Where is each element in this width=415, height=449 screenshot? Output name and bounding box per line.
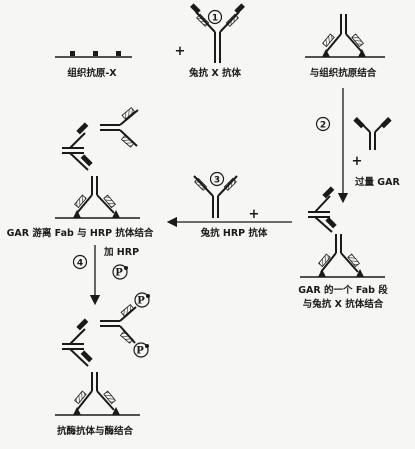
step-1-marker: 1 [207, 9, 223, 25]
svg-text:3: 3 [214, 176, 220, 186]
bound-enzyme-bottom: P [133, 342, 149, 358]
step-3-marker: 3 [209, 171, 225, 187]
antigen-site [93, 51, 98, 56]
label-gar-fab-bind-x-line1: GAR 的一个 Fab 段 [298, 284, 388, 296]
svg-text:1: 1 [212, 14, 218, 24]
antigen-site [322, 49, 330, 57]
bound-antigen-panel: 与组织抗原结合 [305, 14, 385, 79]
label-gar-fab-bind-x-line2: 与兔抗 X 抗体结合 [303, 298, 384, 310]
rabbit-anti-hrp-panel: 3 + 兔抗 HRP 抗体 [166, 171, 292, 239]
plus-sign-hrp: + [249, 207, 260, 222]
antigen-site [116, 51, 121, 56]
plus-sign: + [175, 44, 186, 59]
label-rabbit-anti-hrp: 兔抗 HRP 抗体 [200, 227, 268, 239]
gar-antibody [353, 117, 392, 150]
label-bind-tissue-antigen: 与组织抗原结合 [310, 67, 377, 79]
svg-text:P: P [136, 346, 144, 357]
bound-anti-x-antibody [322, 14, 364, 53]
svg-text:P: P [115, 268, 123, 279]
svg-text:2: 2 [320, 121, 326, 131]
gar-free-fab-panel: GAR 游离 Fab 与 HRP 抗体结合 [7, 107, 154, 239]
label-gar-fab-bind-hrp: GAR 游离 Fab 与 HRP 抗体结合 [7, 227, 154, 239]
label-rabbit-anti-x: 兔抗 X 抗体 [188, 67, 241, 79]
tissue-antigen-panel: 组织抗原-X [55, 51, 132, 79]
step-2-marker: 2 [315, 116, 331, 132]
step-4-marker: 4 [72, 254, 88, 270]
antigen-site [70, 51, 75, 56]
final-complex-panel: P P 抗酶抗体与酶结合 [55, 292, 150, 437]
label-add-hrp: 加 HRP [103, 246, 139, 258]
svg-text:4: 4 [77, 259, 83, 269]
rabbit-anti-x-panel: + 1 兔抗 X 抗体 [175, 3, 245, 79]
svg-text:P: P [137, 296, 145, 307]
label-enzyme-antibody-bind: 抗酶抗体与酶结合 [57, 425, 134, 437]
bound-enzyme-top: P [134, 292, 150, 308]
label-excess-gar: 过量 GAR [355, 176, 400, 188]
plus-sign-gar: + [352, 154, 363, 169]
hrp-enzyme: P [112, 264, 128, 280]
label-tissue-antigen: 组织抗原-X [67, 67, 117, 79]
antigen-site [358, 49, 366, 57]
rabbit-anti-hrp-antibody [193, 175, 238, 218]
rabbit-anti-x-antibody [190, 3, 245, 63]
gar-bound-panel: GAR 的一个 Fab 段 与兔抗 X 抗体结合 [298, 186, 388, 310]
